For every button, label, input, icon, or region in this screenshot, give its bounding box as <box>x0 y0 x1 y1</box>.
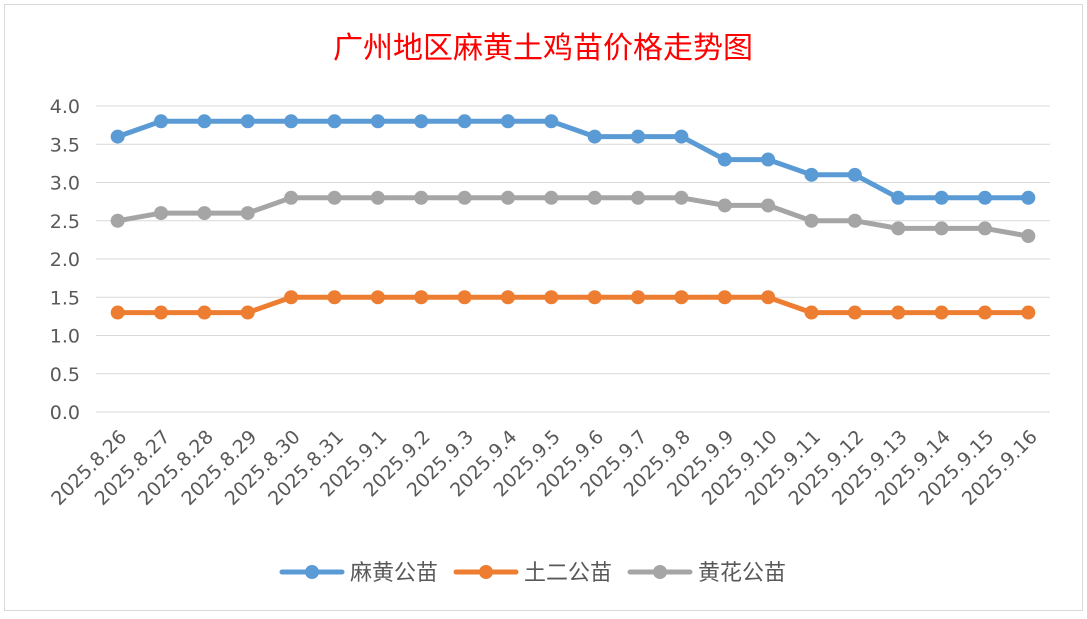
data-point <box>674 129 689 144</box>
data-point <box>327 290 342 305</box>
data-point <box>544 114 559 129</box>
legend-swatch-marker <box>479 565 493 579</box>
y-tick-label: 1.0 <box>50 326 80 348</box>
data-point <box>631 290 646 305</box>
data-point <box>891 190 906 205</box>
data-point <box>457 190 472 205</box>
data-point <box>544 190 559 205</box>
data-point <box>197 305 212 320</box>
legend-label: 土二公苗 <box>524 561 612 586</box>
data-point <box>717 198 732 213</box>
legend-swatch-marker <box>305 565 319 579</box>
data-point <box>110 129 125 144</box>
data-point <box>154 305 169 320</box>
data-point <box>370 290 385 305</box>
y-tick-label: 2.0 <box>50 249 80 271</box>
data-point <box>197 206 212 221</box>
y-tick-label: 3.5 <box>50 134 80 156</box>
data-point <box>1021 305 1036 320</box>
data-point <box>284 290 299 305</box>
data-point <box>891 305 906 320</box>
data-point <box>717 152 732 167</box>
data-point <box>414 290 429 305</box>
data-point <box>457 290 472 305</box>
series-line <box>115 118 1031 201</box>
data-point <box>761 198 776 213</box>
data-point <box>674 190 689 205</box>
series-line <box>115 294 1031 316</box>
data-point <box>457 114 472 129</box>
y-tick-label: 0.5 <box>50 364 80 386</box>
chart-title: 广州地区麻黄土鸡苗价格走势图 <box>333 31 753 66</box>
data-point <box>500 114 515 129</box>
data-point <box>370 114 385 129</box>
y-tick-label: 1.5 <box>50 287 80 309</box>
data-point <box>154 206 169 221</box>
y-tick-label: 4.0 <box>50 96 80 118</box>
data-point <box>847 167 862 182</box>
y-axis-ticks: 0.0 0.5 1.0 1.5 2.0 2.5 3.0 3.5 4.0 <box>50 96 80 424</box>
legend-swatch-marker <box>653 565 667 579</box>
gridlines <box>96 105 1050 413</box>
legend: 麻黄公苗 土二公苗 黄花公苗 <box>279 561 786 586</box>
series-line <box>115 195 1031 239</box>
data-point <box>1021 229 1036 244</box>
data-point <box>891 221 906 236</box>
data-point <box>804 213 819 228</box>
data-point <box>587 290 602 305</box>
legend-label: 麻黄公苗 <box>350 561 438 586</box>
data-point <box>674 290 689 305</box>
data-point <box>934 190 949 205</box>
data-point <box>847 305 862 320</box>
data-point <box>240 305 255 320</box>
data-point <box>977 221 992 236</box>
data-point <box>327 190 342 205</box>
y-tick-label: 0.0 <box>50 402 80 424</box>
y-tick-label: 2.5 <box>50 211 80 233</box>
data-point <box>934 221 949 236</box>
data-point <box>977 190 992 205</box>
data-point <box>370 190 385 205</box>
data-point <box>761 290 776 305</box>
data-point <box>500 290 515 305</box>
data-point <box>240 114 255 129</box>
data-point <box>717 290 732 305</box>
data-point <box>284 190 299 205</box>
data-point <box>154 114 169 129</box>
data-point <box>804 305 819 320</box>
legend-label: 黄花公苗 <box>698 561 786 586</box>
data-point <box>414 190 429 205</box>
data-point <box>197 114 212 129</box>
data-point <box>804 167 819 182</box>
data-point <box>587 190 602 205</box>
data-point <box>110 213 125 228</box>
data-point <box>847 213 862 228</box>
data-point <box>631 190 646 205</box>
data-point <box>761 152 776 167</box>
data-point <box>934 305 949 320</box>
data-point <box>414 114 429 129</box>
data-point <box>977 305 992 320</box>
data-point <box>544 290 559 305</box>
data-point <box>240 206 255 221</box>
data-point <box>327 114 342 129</box>
data-point <box>587 129 602 144</box>
series-group <box>110 114 1036 320</box>
data-point <box>110 305 125 320</box>
data-point <box>631 129 646 144</box>
y-tick-label: 3.0 <box>50 173 80 195</box>
data-point <box>1021 190 1036 205</box>
data-point <box>284 114 299 129</box>
data-point <box>500 190 515 205</box>
chart-frame <box>4 4 1083 611</box>
